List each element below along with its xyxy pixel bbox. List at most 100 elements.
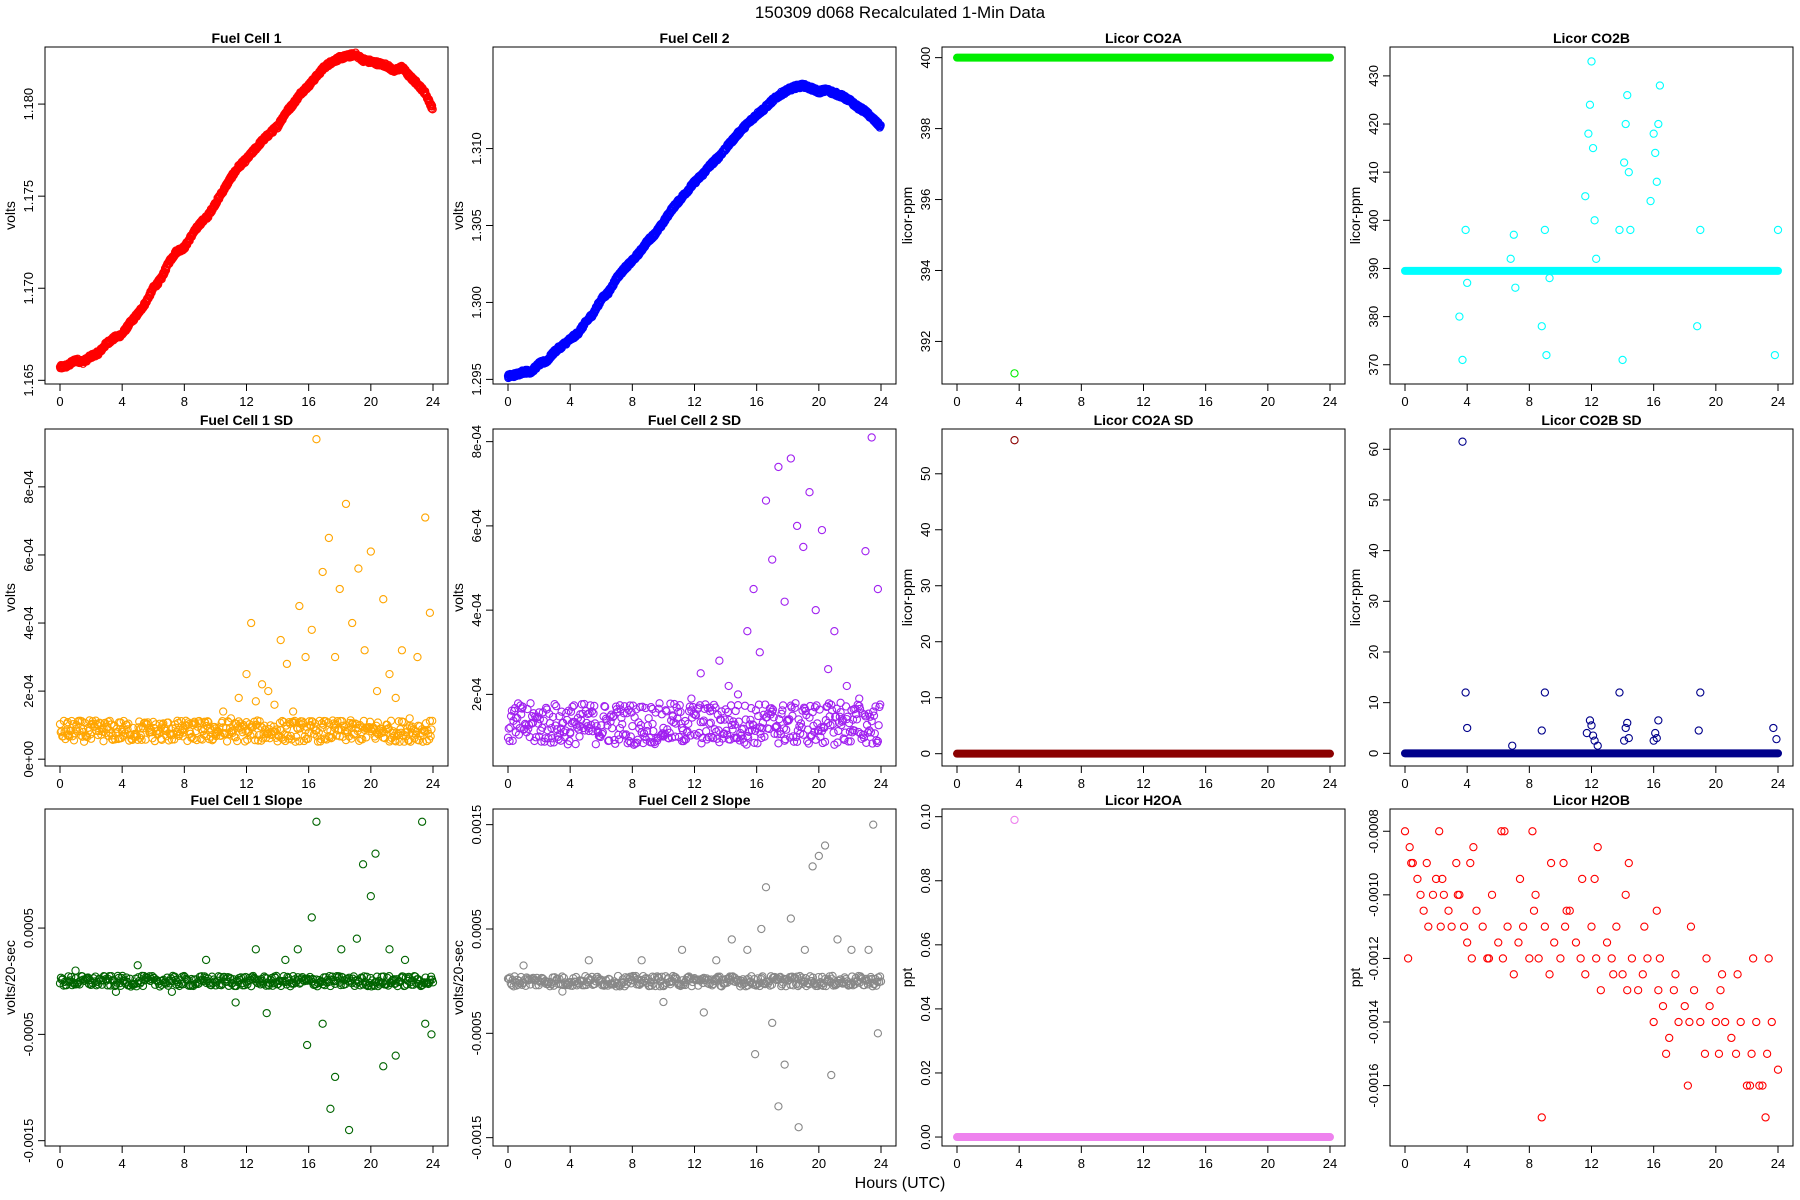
data-point (421, 513, 430, 522)
y-tick-label: 20 (918, 634, 933, 648)
series-points (55, 435, 437, 746)
series-points (503, 79, 885, 383)
panel-title: Licor CO2A SD (1094, 412, 1194, 428)
data-point (1515, 874, 1525, 884)
data-point (379, 1062, 388, 1071)
x-tick-label: 0 (504, 394, 511, 409)
data-point (750, 1050, 760, 1059)
data-point (79, 724, 88, 733)
data-point (571, 739, 580, 749)
y-axis-label: volts (2, 201, 18, 230)
data-point (312, 817, 321, 826)
data-point (1537, 1113, 1546, 1122)
data-point (1444, 906, 1453, 915)
data-point (1721, 1017, 1730, 1027)
y-tick-label: -0.0005 (21, 1012, 36, 1056)
panel-title: Fuel Cell 1 Slope (190, 792, 302, 808)
data-point (820, 841, 830, 850)
x-tick-label: 0 (1401, 394, 1408, 409)
x-tick-label: 4 (119, 776, 126, 791)
data-point (786, 914, 796, 923)
x-tick-label: 16 (1646, 394, 1660, 409)
data-point (391, 693, 400, 703)
x-tick-label: 24 (1771, 1156, 1785, 1171)
data-point (575, 732, 584, 741)
data-point (805, 488, 814, 497)
data-point (56, 728, 65, 737)
data-point (747, 704, 756, 713)
data-point (743, 945, 752, 955)
data-point (421, 1019, 430, 1028)
data-point (1772, 734, 1781, 744)
data-point (724, 681, 733, 691)
data-point (1478, 922, 1487, 931)
data-point (842, 681, 851, 691)
data-point (1461, 225, 1470, 235)
data-point (1540, 225, 1550, 235)
data-point (1534, 954, 1543, 963)
data-point (391, 1051, 400, 1060)
data-point (824, 664, 833, 674)
x-tick-label: 12 (687, 1156, 701, 1171)
data-point (335, 584, 344, 594)
data-point (874, 721, 883, 730)
x-tick-label: 24 (874, 394, 888, 409)
y-tick-label: 10 (918, 690, 933, 704)
data-point (307, 625, 316, 634)
y-tick-label: 8e-04 (469, 425, 484, 458)
data-point (281, 955, 290, 965)
data-point (71, 725, 80, 734)
data-point (830, 627, 839, 636)
data-point (1439, 890, 1449, 899)
data-point (1646, 196, 1655, 206)
data-point (1461, 688, 1470, 697)
x-tick-label: 20 (1709, 776, 1723, 791)
data-point (1711, 1017, 1720, 1027)
data-point (761, 883, 771, 892)
x-tick-label: 12 (1136, 776, 1150, 791)
panel-5: Fuel Cell 2 SD0 4 8 12 16 20 242e-044e-046e-04… (450, 412, 897, 791)
data-point (1403, 954, 1413, 963)
data-point (360, 646, 369, 655)
x-tick-label: 16 (749, 394, 763, 409)
data-point (1651, 148, 1660, 158)
y-tick-label: 60 (1366, 442, 1381, 456)
data-point (1626, 225, 1635, 235)
data-point (1714, 1049, 1724, 1058)
data-point (1654, 716, 1663, 725)
data-point (222, 737, 232, 746)
data-point (276, 635, 285, 645)
data-point (1752, 1017, 1761, 1027)
x-tick-label: 20 (1261, 1156, 1275, 1171)
y-tick-label: 20 (1366, 645, 1381, 659)
y-tick-label: -0.0014 (1366, 1000, 1381, 1044)
data-point (354, 564, 363, 573)
x-tick-label: 0 (953, 394, 960, 409)
data-point (1540, 688, 1550, 697)
x-tick-label: 24 (426, 394, 440, 409)
data-point (1405, 843, 1414, 852)
data-point (1514, 938, 1523, 947)
data-point (1767, 1017, 1776, 1027)
data-point (1422, 858, 1431, 868)
data-point (1466, 858, 1475, 868)
data-point (780, 1060, 789, 1069)
y-tick-label: 400 (918, 47, 933, 69)
data-point (873, 584, 883, 594)
data-point (584, 956, 593, 965)
data-point (715, 656, 724, 665)
data-point (1587, 57, 1596, 66)
y-tick-label: 420 (1366, 113, 1381, 135)
data-point (1773, 225, 1783, 235)
x-tick-label: 0 (56, 394, 63, 409)
y-axis-label: licor-ppm (1347, 187, 1363, 245)
data-point (800, 945, 809, 955)
data-point (519, 961, 528, 970)
data-point (876, 121, 885, 130)
data-point (413, 652, 422, 662)
panels: Fuel Cell 10 4 8 12 16 20 241.1651.1701.1751.1… (2, 30, 1794, 1171)
data-point (558, 987, 567, 996)
data-point (1696, 225, 1705, 235)
